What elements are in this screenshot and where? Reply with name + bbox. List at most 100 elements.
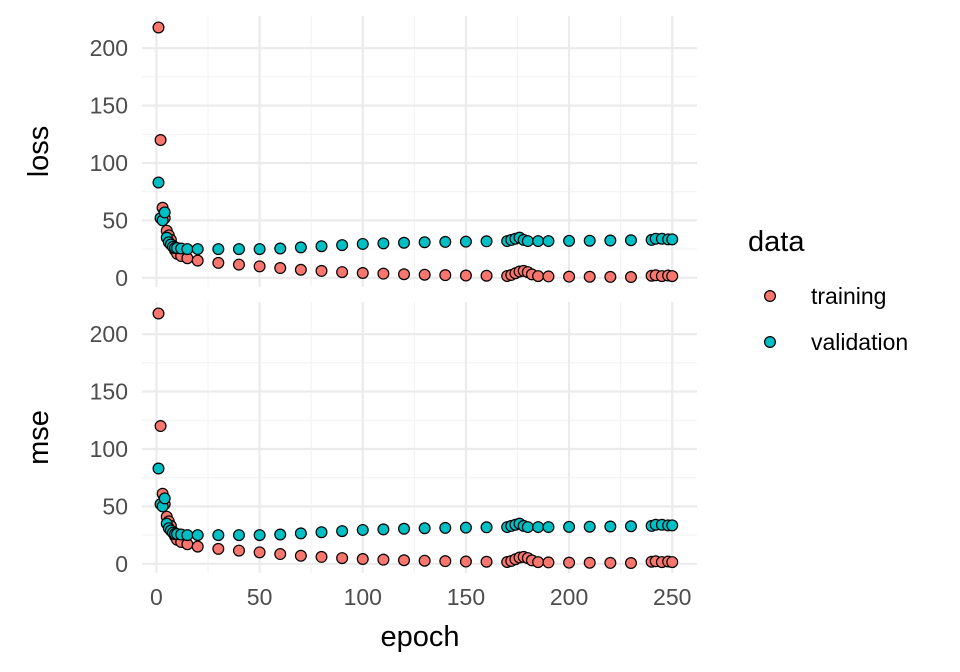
data-point	[232, 243, 245, 256]
data-point	[542, 521, 555, 534]
data-point	[459, 555, 472, 568]
data-point	[336, 266, 349, 279]
series-validation	[152, 462, 679, 542]
y-tick-label: 0	[115, 551, 128, 577]
data-point	[274, 242, 287, 255]
data-point	[542, 556, 555, 569]
data-point	[356, 266, 369, 279]
data-point	[439, 521, 452, 534]
data-point	[152, 176, 165, 189]
data-point	[212, 529, 225, 542]
panel-label: loss	[23, 126, 55, 178]
data-point	[532, 270, 545, 283]
data-point	[480, 269, 493, 282]
data-point	[274, 262, 287, 275]
data-point	[181, 529, 194, 542]
data-point	[253, 529, 266, 542]
data-point	[253, 260, 266, 273]
panel-mse: 0 50 100 150 200 mse	[23, 302, 697, 577]
data-point	[532, 235, 545, 248]
data-point	[532, 521, 545, 534]
data-point	[356, 237, 369, 250]
data-point	[398, 268, 411, 281]
y-tick-label: 100	[90, 150, 128, 176]
data-point	[191, 540, 204, 553]
data-point	[181, 243, 194, 256]
data-point	[521, 235, 534, 248]
data-point	[377, 523, 390, 536]
data-point	[542, 235, 555, 248]
data-point	[439, 269, 452, 282]
data-point	[158, 492, 171, 505]
data-point	[294, 549, 307, 562]
data-point	[232, 529, 245, 542]
data-point	[666, 556, 679, 569]
data-point	[356, 523, 369, 536]
legend-key	[763, 290, 776, 303]
data-point	[604, 270, 617, 283]
data-point	[152, 307, 165, 320]
data-point	[604, 520, 617, 533]
data-point	[418, 522, 431, 535]
data-point	[563, 234, 576, 247]
data-point	[583, 234, 596, 247]
data-point	[294, 527, 307, 540]
data-point	[398, 236, 411, 249]
x-tick-label: 0	[150, 584, 163, 610]
data-point	[336, 525, 349, 538]
data-point	[152, 462, 165, 475]
data-point	[294, 263, 307, 276]
data-point	[294, 241, 307, 254]
x-tick-label: 50	[247, 584, 273, 610]
data-point	[604, 556, 617, 569]
y-tick-label: 50	[102, 207, 128, 233]
data-point	[154, 420, 167, 433]
data-point	[274, 548, 287, 561]
data-point	[583, 556, 596, 569]
data-point	[459, 269, 472, 282]
y-tick-label: 0	[115, 265, 128, 291]
x-tick-label: 250	[653, 584, 691, 610]
legend-label: training	[811, 283, 886, 309]
data-point	[563, 270, 576, 283]
data-point	[439, 555, 452, 568]
data-point	[191, 243, 204, 256]
data-point	[624, 557, 637, 570]
legend: data training validation	[748, 226, 908, 355]
data-point	[532, 556, 545, 569]
data-point	[418, 268, 431, 281]
data-point	[624, 234, 637, 247]
data-point	[336, 552, 349, 565]
data-point	[212, 542, 225, 555]
data-point	[583, 270, 596, 283]
data-point	[191, 254, 204, 267]
x-tick-label: 100	[344, 584, 382, 610]
data-point	[624, 520, 637, 533]
y-tick-label: 150	[90, 379, 128, 405]
data-point	[418, 554, 431, 567]
data-point	[315, 264, 328, 277]
panel-label: mse	[23, 410, 55, 465]
data-point	[191, 529, 204, 542]
data-point	[459, 521, 472, 534]
data-point	[480, 555, 493, 568]
data-point	[232, 544, 245, 557]
data-point	[480, 521, 493, 534]
panel-loss: 0 50 100 150 200 loss	[23, 16, 697, 291]
y-tick-label: 200	[90, 35, 128, 61]
data-point	[253, 243, 266, 256]
series-training	[152, 307, 679, 570]
data-point	[398, 554, 411, 567]
data-point	[356, 552, 369, 565]
x-axis: 0 50 100 150 200 250	[150, 584, 691, 610]
legend-label: validation	[811, 329, 908, 355]
series-validation	[152, 176, 679, 256]
y-tick-label: 150	[90, 93, 128, 119]
data-point	[583, 520, 596, 533]
data-point	[152, 21, 165, 34]
data-point	[563, 556, 576, 569]
data-point	[212, 256, 225, 269]
y-tick-label: 100	[90, 436, 128, 462]
data-point	[315, 526, 328, 539]
